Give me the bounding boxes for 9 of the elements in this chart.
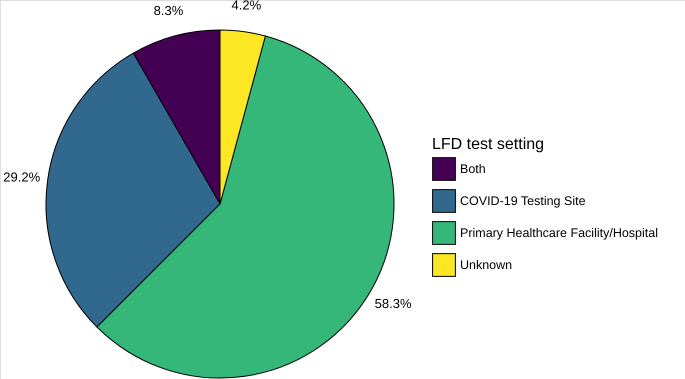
legend-label: Primary Healthcare Facility/Hospital [460,226,658,240]
legend-label: Unknown [460,258,512,272]
data-label: 8.3% [154,2,184,18]
data-label: 58.3% [374,296,412,312]
legend-title: LFD test setting [432,136,544,153]
legend-label: Both [460,162,486,176]
data-label: 4.2% [231,0,262,13]
legend-label: COVID-19 Testing Site [460,194,586,208]
data-label: 29.2% [3,170,41,185]
